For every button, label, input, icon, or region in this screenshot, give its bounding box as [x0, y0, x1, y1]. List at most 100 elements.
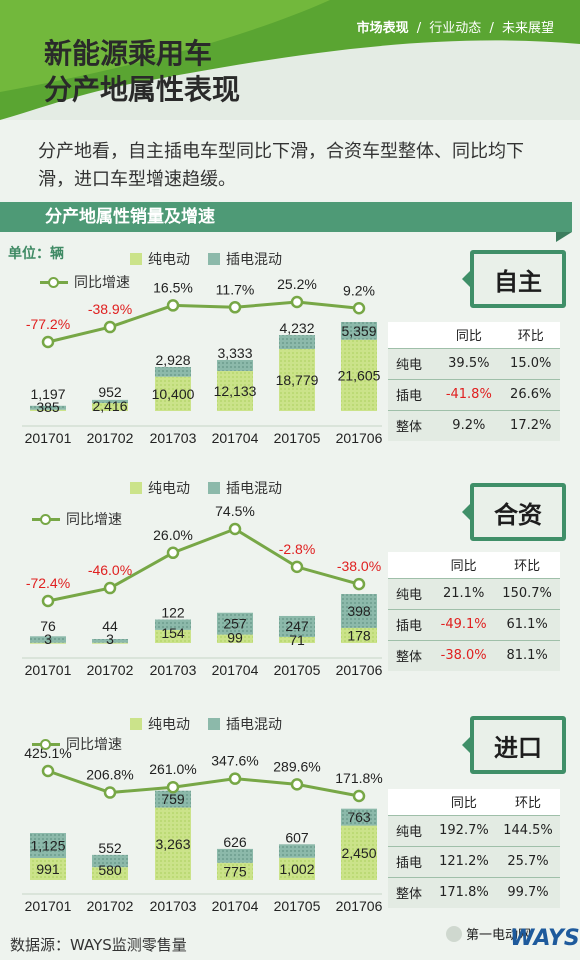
wechat-watermark: 第一电动网: [446, 924, 531, 943]
yoy-label: 171.8%: [335, 770, 382, 786]
value-label-phev: 5,359: [341, 323, 376, 339]
table-cell-yoy: 171.8%: [431, 876, 496, 908]
value-label-ev: 3: [106, 631, 114, 647]
value-label-ev: 385: [36, 399, 60, 415]
bar-ev: [341, 627, 377, 643]
yoy-label: -38.0%: [337, 558, 381, 574]
table-row: 纯电 192.7% 144.5%: [388, 814, 560, 846]
table-row-label: 纯电: [388, 814, 432, 846]
value-label-ev: 3: [44, 631, 52, 647]
table-cell-mom: 15.0%: [501, 347, 560, 379]
bar-ev: [279, 636, 315, 643]
nav-item-market[interactable]: 市场表现: [356, 21, 409, 36]
legend-label-phev: 插电混动: [226, 252, 282, 268]
bar-phev: [279, 844, 315, 858]
table-cell-mom: 150.7%: [494, 577, 560, 609]
bar-ev: [217, 634, 253, 643]
legend-label-yoy: 同比增速: [66, 512, 122, 528]
value-label-phev: 759: [161, 791, 185, 807]
table-row: 纯电 21.1% 150.7%: [388, 577, 560, 609]
yoy-label: -77.2%: [26, 316, 70, 332]
value-label-ev: 10,400: [152, 386, 195, 402]
bar-phev: [341, 322, 377, 340]
bar-phev: [341, 594, 377, 628]
table-row: 整体 171.8% 99.7%: [388, 876, 560, 908]
table-row-label: 整体: [388, 876, 432, 908]
yoy-line: [47, 300, 360, 344]
yoy-point: [41, 335, 55, 349]
yoy-line: [47, 769, 360, 798]
x-tick-label: 201704: [212, 662, 259, 678]
value-label-phev: 1,125: [30, 838, 65, 854]
value-label-phev: 4,232: [279, 320, 314, 336]
chart-legend: 纯电动 插电混动: [130, 714, 282, 734]
x-tick-label: 201703: [150, 662, 197, 678]
x-tick-label: 201701: [25, 430, 72, 446]
nav-item-outlook[interactable]: 未来展望: [501, 21, 554, 36]
table-cell-mom: 81.1%: [494, 639, 560, 671]
value-label-ev: 1,002: [279, 861, 314, 877]
table-cell-mom: 99.7%: [495, 876, 560, 908]
legend-line-marker: [32, 513, 60, 525]
table-row-label: 整体: [388, 409, 437, 441]
bar-phev: [30, 636, 66, 643]
bar-phev: [155, 790, 191, 808]
table-corner: [388, 552, 434, 578]
table-header-yoy: 同比: [436, 322, 502, 348]
page-title-line2: 分产地属性表现: [44, 73, 241, 106]
yoy-point: [166, 299, 180, 312]
bar-phev: [92, 854, 128, 868]
value-label-phev: 626: [223, 834, 247, 850]
wechat-account-name: 第一电动网: [466, 928, 532, 943]
value-label-phev: 76: [40, 618, 56, 634]
table-row-label: 插电: [388, 845, 432, 877]
legend-line-marker: [40, 276, 68, 288]
value-label-ev: 3,263: [155, 836, 190, 852]
ways-logo: WAYS: [510, 926, 580, 951]
yoy-line: [47, 527, 360, 603]
bar-phev: [92, 399, 128, 404]
legend-swatch-ev: [130, 253, 142, 265]
legend-label-yoy: 同比增速: [74, 275, 130, 291]
origin-badge: 进口: [470, 716, 566, 774]
nav-item-industry[interactable]: 行业动态: [429, 21, 482, 36]
value-label-phev: 607: [285, 829, 309, 845]
bar-ev: [92, 403, 128, 411]
x-tick-label: 201701: [25, 898, 72, 914]
table-row: 插电 -49.1% 61.1%: [388, 608, 560, 640]
section-arrow-decoration: [556, 232, 572, 242]
bar-ev: [92, 867, 128, 880]
value-label-phev: 2,928: [155, 352, 190, 368]
yoy-label: -72.4%: [26, 575, 70, 591]
table-header-mom: 环比: [494, 552, 560, 578]
table-row-label: 纯电: [388, 347, 437, 379]
value-label-phev: 398: [347, 603, 371, 619]
bar-ev: [217, 370, 253, 411]
growth-table: 同比 环比 纯电 21.1% 150.7% 插电 -49.1% 61.1% 整体 -38.0% 81…: [388, 552, 560, 671]
value-label-ev: 18,779: [276, 372, 319, 388]
value-label-ev: 154: [161, 625, 185, 641]
x-tick-label: 201705: [274, 430, 321, 446]
table-header-mom: 环比: [495, 789, 560, 815]
yoy-label: 25.2%: [277, 276, 317, 292]
yoy-point: [228, 522, 242, 536]
table-row-label: 整体: [388, 639, 434, 671]
header-decoration: [0, 0, 580, 120]
yoy-point: [41, 594, 55, 608]
value-label-ev: 12,133: [214, 383, 257, 399]
bar-phev: [92, 639, 128, 643]
badge-pointer: [462, 269, 472, 289]
table-row: 插电 -41.8% 26.6%: [388, 378, 560, 410]
yoy-point: [41, 764, 55, 778]
value-label-phev: 122: [161, 605, 185, 621]
value-label-ev: 2,416: [92, 398, 127, 414]
x-tick-label: 201704: [212, 430, 259, 446]
wechat-icon: [446, 925, 462, 942]
table-cell-mom: 17.2%: [501, 409, 560, 441]
legend-label-ev: 纯电动: [148, 252, 190, 268]
table-row-label: 插电: [388, 608, 434, 640]
legend-label-ev: 纯电动: [148, 481, 190, 497]
x-tick-label: 201706: [336, 430, 383, 446]
x-tick-label: 201706: [336, 662, 383, 678]
